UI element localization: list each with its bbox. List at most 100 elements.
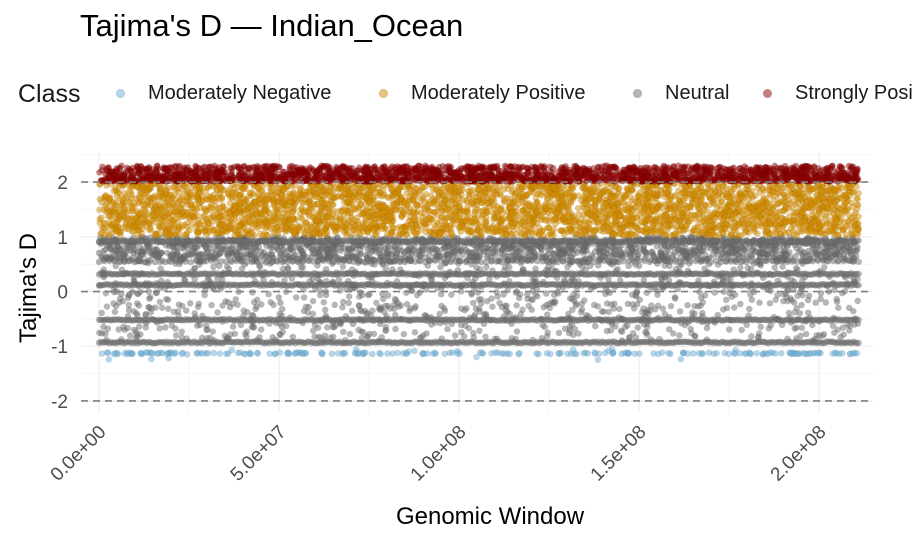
legend-label: Moderately Positive	[411, 82, 586, 104]
data-point	[676, 308, 684, 315]
data-point	[848, 251, 855, 259]
data-point	[528, 247, 536, 255]
data-point	[799, 291, 806, 299]
data-point	[226, 303, 234, 311]
data-point	[182, 307, 190, 314]
data-point	[366, 245, 374, 253]
data-point	[316, 249, 323, 257]
data-point	[219, 302, 226, 309]
data-point	[600, 308, 608, 316]
data-point	[133, 309, 140, 317]
data-point	[175, 301, 183, 308]
data-point	[790, 299, 798, 306]
data-point	[796, 309, 804, 317]
data-point	[528, 306, 536, 314]
data-point	[246, 244, 254, 251]
data-point	[513, 302, 520, 309]
data-point	[512, 244, 520, 252]
data-point	[628, 291, 636, 299]
data-point	[102, 330, 109, 338]
data-point	[124, 294, 132, 302]
data-point	[402, 289, 410, 297]
data-point	[746, 305, 753, 313]
data-point	[292, 251, 299, 259]
data-point	[392, 297, 400, 304]
data-point	[339, 263, 347, 271]
data-point	[429, 246, 437, 253]
data-point	[440, 304, 448, 312]
data-point	[252, 305, 259, 313]
data-point	[339, 328, 347, 336]
data-point	[413, 291, 421, 299]
data-point	[158, 304, 166, 312]
data-point	[345, 299, 353, 307]
data-point	[515, 294, 523, 302]
data-point	[737, 300, 744, 308]
chart-title: Tajima's D — Indian_Ocean	[80, 8, 464, 43]
data-point	[555, 290, 562, 297]
data-point	[257, 301, 265, 308]
data-point	[542, 290, 550, 297]
data-point	[415, 252, 423, 259]
data-point	[229, 323, 237, 331]
data-point	[355, 301, 363, 309]
data-point	[488, 295, 495, 302]
data-point	[592, 322, 599, 330]
data-point	[482, 333, 489, 341]
data-point	[812, 299, 820, 307]
data-point	[637, 245, 644, 253]
data-point	[411, 328, 419, 336]
data-point	[320, 298, 328, 306]
data-point	[309, 310, 317, 318]
data-point	[279, 247, 287, 254]
data-point	[723, 304, 731, 312]
data-point	[822, 299, 830, 306]
data-point	[300, 294, 308, 301]
data-point	[192, 243, 199, 251]
data-point	[611, 246, 619, 254]
data-point	[186, 300, 194, 307]
data-point	[379, 295, 387, 303]
data-point	[292, 294, 300, 301]
data-points	[95, 162, 862, 364]
data-point	[337, 247, 344, 255]
data-point	[208, 301, 215, 309]
data-point	[654, 291, 661, 299]
data-point	[226, 246, 233, 254]
legend: Class Moderately Negative Moderately Pos…	[18, 78, 913, 110]
data-point	[616, 305, 623, 313]
data-point	[358, 291, 366, 299]
data-point	[162, 324, 169, 331]
data-point	[457, 246, 465, 253]
data-point	[855, 281, 862, 289]
data-point	[135, 302, 143, 309]
data-point	[624, 300, 632, 308]
data-point	[270, 301, 277, 309]
data-point	[451, 247, 459, 255]
data-point	[659, 305, 667, 312]
data-point	[232, 248, 240, 255]
data-point	[766, 299, 774, 307]
data-point	[711, 246, 719, 253]
data-point	[146, 293, 154, 301]
data-point	[345, 293, 353, 300]
data-point	[611, 300, 618, 308]
data-point	[403, 300, 411, 308]
data-point	[475, 296, 483, 303]
data-point	[505, 245, 513, 253]
data-point	[277, 299, 284, 307]
data-point	[309, 297, 317, 305]
data-point	[846, 322, 854, 330]
data-point	[719, 250, 726, 258]
data-point	[420, 246, 428, 254]
data-point	[322, 291, 330, 299]
data-point	[339, 303, 346, 311]
data-point	[384, 292, 392, 299]
data-point	[665, 325, 673, 333]
data-point	[480, 248, 488, 256]
legend-label: Strongly Positive	[795, 82, 913, 104]
data-point	[309, 327, 317, 335]
data-point	[461, 306, 469, 314]
data-point	[799, 250, 806, 258]
